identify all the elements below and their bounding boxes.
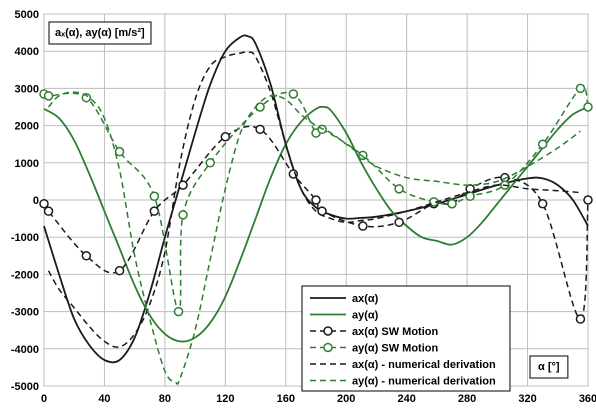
series-marker-3 (178, 180, 188, 190)
series-marker-3 (220, 132, 231, 142)
x-tick-label: 80 (159, 393, 171, 405)
series-marker-3 (317, 206, 327, 216)
series-marker-4 (205, 158, 215, 168)
series-marker-4 (575, 83, 586, 94)
y-tick-label: -4000 (11, 344, 39, 356)
y-tick-label: 3000 (15, 83, 39, 95)
series-marker-3 (255, 124, 265, 135)
y-axis-label: aₓ(α), ay(α) [m/s²] (55, 27, 145, 39)
series-line-2 (43, 105, 589, 343)
series-marker-4 (465, 191, 475, 202)
series-marker-4 (447, 198, 457, 209)
series-marker-4 (537, 139, 548, 149)
x-tick-label: 120 (216, 393, 234, 405)
legend-label: ax(α) SW Motion (352, 326, 438, 338)
x-axis-label-box: α [°] (529, 355, 569, 379)
x-tick-label: 320 (518, 393, 536, 405)
series-marker-3 (311, 195, 321, 205)
legend-marker (323, 326, 333, 336)
legend-label: ax(α) - numerical derivation (352, 359, 496, 371)
x-axis-label: α [°] (538, 361, 560, 373)
series-marker-3 (149, 206, 160, 216)
y-tick-label: 1000 (15, 158, 39, 170)
y-tick-label: 4000 (15, 46, 39, 58)
series-marker-4 (178, 210, 188, 220)
series-line-1 (43, 34, 589, 364)
series-marker-3 (43, 206, 54, 216)
legend-label: ay(α) SW Motion (352, 343, 438, 355)
axis-tick-labels: 500040003000200010000-1000-2000-3000-400… (11, 9, 596, 405)
y-tick-label: -1000 (11, 232, 39, 244)
series-marker-4 (583, 102, 593, 112)
y-tick-label: 2000 (15, 121, 39, 133)
legend-label: ay(α) (352, 310, 379, 322)
x-tick-label: 280 (458, 393, 476, 405)
x-tick-label: 0 (41, 393, 47, 405)
x-tick-label: 200 (337, 393, 355, 405)
y-tick-label: 0 (33, 195, 39, 207)
legend-label: ay(α) - numerical derivation (352, 376, 496, 388)
legend-marker (323, 342, 333, 353)
series-marker-3 (39, 198, 49, 209)
x-tick-label: 360 (579, 393, 596, 405)
x-tick-label: 240 (397, 393, 415, 405)
legend-label: ax(α) (352, 293, 379, 305)
y-tick-label: -2000 (11, 269, 39, 281)
series-marker-3 (358, 221, 368, 231)
series-marker-3 (114, 265, 125, 276)
x-tick-label: 160 (277, 393, 295, 405)
y-tick-label: 5000 (15, 9, 39, 21)
legend: ax(α) ay(α) ax(α) SW Motion ay(α) SW Motion… (301, 285, 511, 392)
series-marker-4 (81, 92, 92, 103)
series-marker-3 (81, 251, 92, 261)
y-axis-label-box: aₓ(α), ay(α) [m/s²] (48, 21, 152, 45)
y-tick-label: -5000 (11, 381, 39, 393)
series-marker-3 (537, 198, 548, 209)
series-marker-4 (114, 146, 125, 157)
series-layer (39, 34, 593, 385)
series-marker-4 (288, 89, 299, 99)
series-marker-4 (173, 306, 184, 317)
y-tick-label: -3000 (11, 307, 39, 319)
x-tick-label: 40 (98, 393, 110, 405)
series-marker-4 (394, 184, 404, 194)
series-marker-3 (575, 314, 586, 324)
series-marker-4 (43, 91, 54, 101)
series-line-3 (43, 125, 589, 320)
series-marker-3 (583, 195, 593, 205)
series-line-6 (47, 91, 581, 385)
series-marker-3 (394, 217, 404, 228)
series-line-5 (47, 51, 581, 348)
series-marker-4 (149, 191, 160, 202)
